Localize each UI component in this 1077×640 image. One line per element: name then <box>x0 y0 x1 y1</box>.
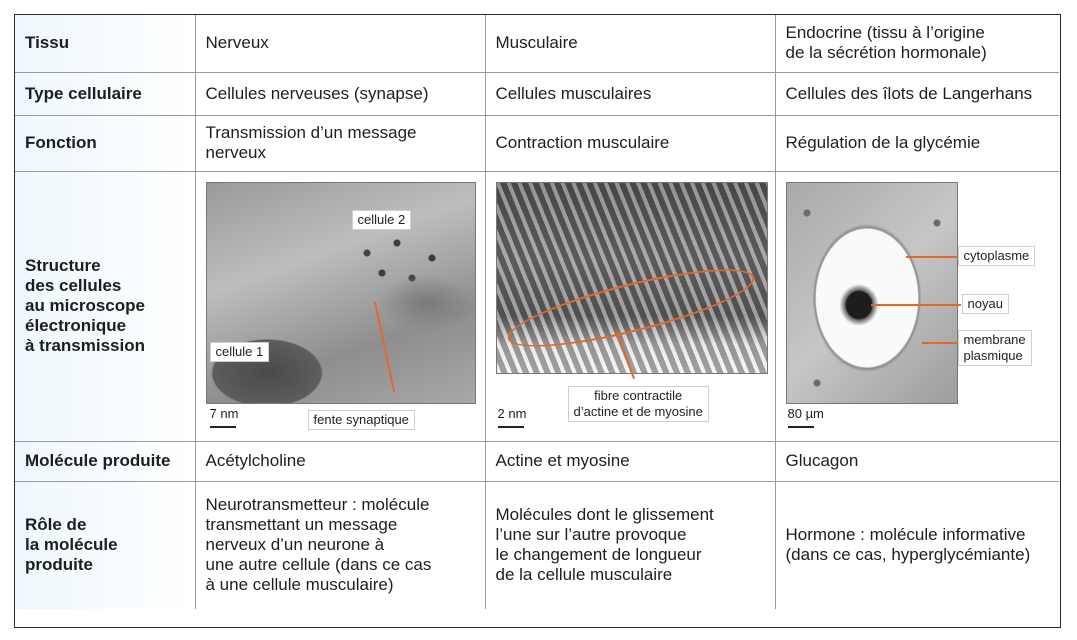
cell-fonction-endocrine: Régulation de la glycémie <box>774 114 1059 172</box>
cell-structure-nerveux: cellule 2 cellule 1 7 nm fente synaptiqu… <box>194 170 486 442</box>
text-line: Structure <box>25 256 101 275</box>
text-line: transmettant un message <box>205 515 398 535</box>
cell-tissu-musculaire: Musculaire <box>484 15 776 73</box>
row-header-role: Rôle de la molécule produite <box>15 480 196 609</box>
scale-label: 7 nm <box>209 405 239 421</box>
scale-label: 2 nm <box>497 405 527 421</box>
text-line: à transmission <box>25 336 145 355</box>
table-row: Rôle de la molécule produite Neurotransm… <box>15 480 1059 609</box>
text-line: la molécule <box>25 535 118 555</box>
text-line: Hormone : molécule informative <box>785 525 1026 545</box>
label-cellule-1: cellule 1 <box>209 341 270 362</box>
label-cellule-2: cellule 2 <box>351 209 412 230</box>
cell-structure-endocrine: cytoplasme noyau membrane plasmique 80 µ… <box>774 170 1059 442</box>
text-line: de la sécrétion hormonale) <box>785 43 987 63</box>
table-row: Type cellulaire Cellules nerveuses (syna… <box>15 71 1059 116</box>
text-line: plasmique <box>963 347 1023 363</box>
text-line: fibre contractile <box>594 387 683 403</box>
text-line: Molécules dont le glissement <box>495 505 714 525</box>
row-header-molecule: Molécule produite <box>15 440 196 482</box>
table-frame: Tissu Nerveux Musculaire Endocrine (tiss… <box>14 14 1061 628</box>
scale-label: 80 µm <box>787 405 824 421</box>
cell-molecule-endocrine: Glucagon <box>774 440 1059 482</box>
label-cytoplasme: cytoplasme <box>957 245 1036 266</box>
text-line: électronique <box>25 316 127 335</box>
scale-bar-musculaire: 2 nm <box>497 404 527 428</box>
cell-molecule-musculaire: Actine et myosine <box>484 440 776 482</box>
text-line: le changement de longueur <box>495 545 702 565</box>
cell-fonction-musculaire: Contraction musculaire <box>484 114 776 172</box>
pointer-line <box>870 303 961 306</box>
cell-fonction-nerveux: Transmission d’un message nerveux <box>194 114 486 172</box>
scale-bar-nerveux: 7 nm <box>209 404 239 428</box>
row-header-fonction: Fonction <box>15 114 196 172</box>
synapse-micrograph <box>205 181 476 404</box>
text-line: au microscope <box>25 296 145 315</box>
table-row: Structure des cellules au microscope éle… <box>15 170 1059 442</box>
table-row: Molécule produite Acétylcholine Actine e… <box>15 440 1059 482</box>
islet-cell-micrograph <box>785 181 958 404</box>
text-line: Endocrine (tissu à l’origine <box>785 23 985 43</box>
text-line: l’une sur l’autre provoque <box>495 525 687 545</box>
cell-type-nerveux: Cellules nerveuses (synapse) <box>194 71 486 116</box>
text-line: (dans ce cas, hyperglycémiante) <box>785 545 1031 565</box>
scale-bar-endocrine: 80 µm <box>787 404 824 428</box>
pointer-line <box>921 341 958 344</box>
text-line: d’actine et de myosine <box>573 403 703 419</box>
cell-molecule-nerveux: Acétylcholine <box>194 440 486 482</box>
cell-structure-musculaire: 2 nm fibre contractile d’actine et de my… <box>484 170 776 442</box>
scale-bar <box>497 425 524 428</box>
comparison-table: Tissu Nerveux Musculaire Endocrine (tiss… <box>15 15 1059 609</box>
cell-role-nerveux: Neurotransmetteur : molécule transmettan… <box>194 480 486 609</box>
text-line: Neurotransmetteur : molécule <box>205 495 430 515</box>
text-line: nerveux <box>205 143 266 162</box>
text-line: membrane <box>963 331 1026 347</box>
text-line: Transmission d’un message <box>205 123 417 142</box>
cell-tissu-endocrine: Endocrine (tissu à l’origine de la sécré… <box>774 15 1059 73</box>
muscle-micrograph <box>495 181 768 374</box>
scale-bar <box>209 425 236 428</box>
cell-tissu-nerveux: Nerveux <box>194 15 486 73</box>
table-row: Tissu Nerveux Musculaire Endocrine (tiss… <box>15 15 1059 73</box>
text-line: de la cellule musculaire <box>495 565 673 585</box>
label-fente-synaptique: fente synaptique <box>307 409 415 430</box>
label-fibre-contractile: fibre contractile d’actine et de myosine <box>567 385 709 422</box>
row-header-tissu: Tissu <box>15 15 196 73</box>
text-line: produite <box>25 555 93 575</box>
label-membrane-plasmique: membrane plasmique <box>957 329 1032 366</box>
row-header-structure: Structure des cellules au microscope éle… <box>15 170 196 442</box>
label-noyau: noyau <box>961 293 1009 314</box>
text-line: Rôle de <box>25 515 87 535</box>
scale-bar <box>787 425 814 428</box>
text-line: nerveux d’un neurone à <box>205 535 385 555</box>
text-line: à une cellule musculaire) <box>205 575 394 595</box>
row-header-type: Type cellulaire <box>15 71 196 116</box>
text-line: des cellules <box>25 276 122 295</box>
cell-role-endocrine: Hormone : molécule informative (dans ce … <box>774 480 1059 609</box>
table-row: Fonction Transmission d’un message nerve… <box>15 114 1059 172</box>
cell-type-musculaire: Cellules musculaires <box>484 71 776 116</box>
cell-type-endocrine: Cellules des îlots de Langerhans <box>774 71 1059 116</box>
text-line: une autre cellule (dans ce cas <box>205 555 432 575</box>
pointer-line <box>905 255 958 258</box>
cell-role-musculaire: Molécules dont le glissement l’une sur l… <box>484 480 776 609</box>
